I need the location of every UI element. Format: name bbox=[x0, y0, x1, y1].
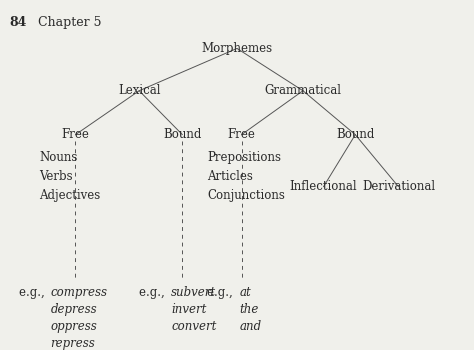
Text: Derivational: Derivational bbox=[362, 180, 435, 193]
Text: Adjectives: Adjectives bbox=[39, 189, 100, 202]
Text: the: the bbox=[239, 303, 259, 316]
Text: e.g.,: e.g., bbox=[139, 286, 169, 299]
Text: and: and bbox=[239, 320, 261, 333]
Text: Inflectional: Inflectional bbox=[290, 180, 357, 193]
Text: Grammatical: Grammatical bbox=[264, 84, 341, 97]
Text: subvert: subvert bbox=[171, 286, 216, 299]
Text: Morphemes: Morphemes bbox=[201, 42, 273, 55]
Text: Verbs: Verbs bbox=[39, 170, 73, 183]
Text: invert: invert bbox=[171, 303, 206, 316]
Text: depress: depress bbox=[50, 303, 97, 316]
Text: Bound: Bound bbox=[336, 128, 374, 141]
Text: Prepositions: Prepositions bbox=[208, 151, 282, 164]
Text: at: at bbox=[239, 286, 251, 299]
Text: convert: convert bbox=[171, 320, 217, 333]
Text: 84: 84 bbox=[9, 16, 27, 29]
Text: Chapter 5: Chapter 5 bbox=[38, 16, 101, 29]
Text: e.g.,: e.g., bbox=[18, 286, 48, 299]
Text: Conjunctions: Conjunctions bbox=[208, 189, 285, 202]
Text: Bound: Bound bbox=[163, 128, 201, 141]
Text: Nouns: Nouns bbox=[39, 151, 77, 164]
Text: e.g.,: e.g., bbox=[208, 286, 237, 299]
Text: Free: Free bbox=[62, 128, 90, 141]
Text: Free: Free bbox=[228, 128, 255, 141]
Text: repress: repress bbox=[50, 337, 95, 350]
Text: Lexical: Lexical bbox=[118, 84, 160, 97]
Text: oppress: oppress bbox=[50, 320, 97, 333]
Text: compress: compress bbox=[50, 286, 108, 299]
Text: Articles: Articles bbox=[208, 170, 253, 183]
